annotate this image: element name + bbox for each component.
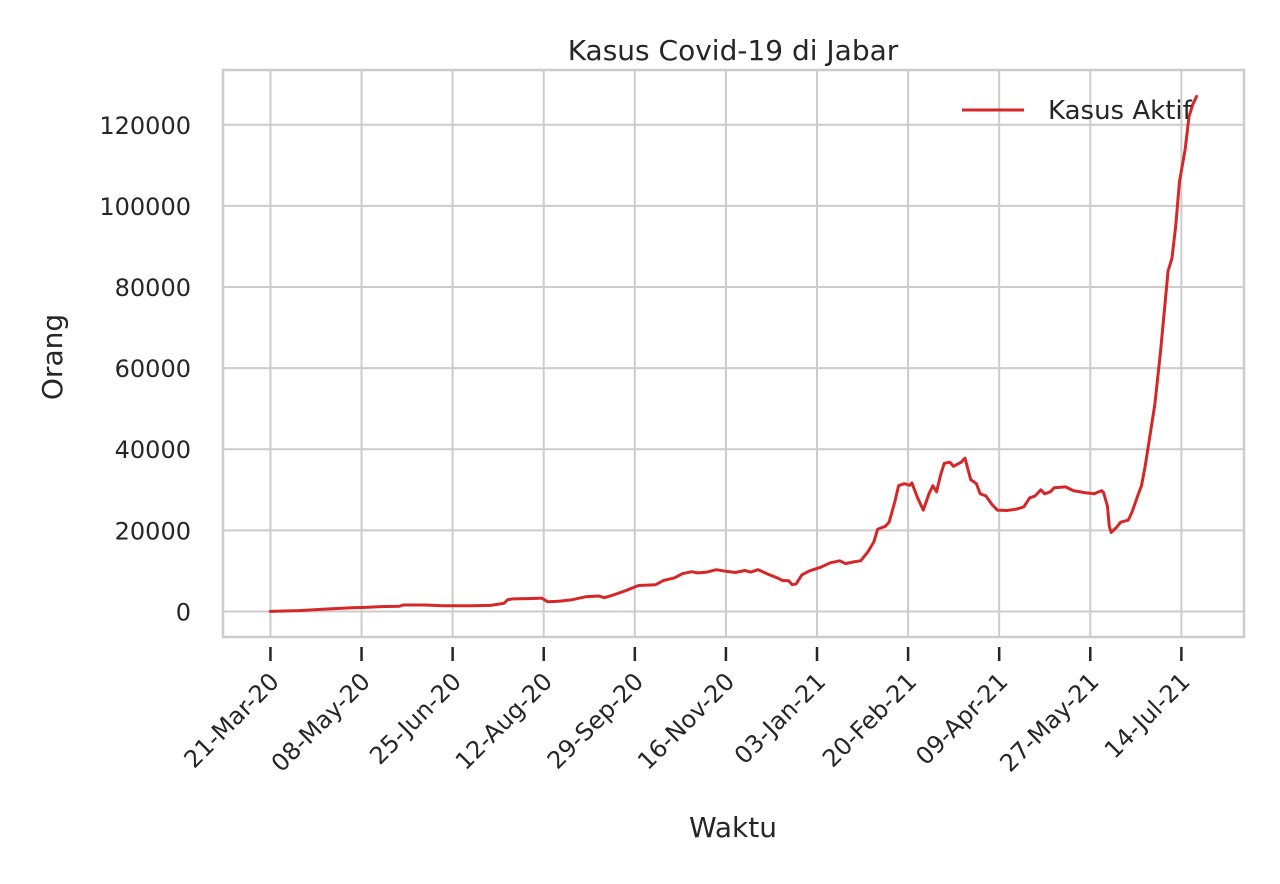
chart-title: Kasus Covid-19 di Jabar [568, 34, 899, 67]
y-axis-label: Orang [36, 314, 69, 400]
x-tick-label: 03-Jan-21 [729, 667, 831, 769]
y-tick-label: 40000 [115, 436, 191, 464]
series-line-kasus-aktif [268, 94, 1199, 613]
x-tick-label: 27-May-21 [995, 667, 1105, 777]
x-tick-label: 20-Feb-21 [817, 667, 922, 772]
y-tick-label: 60000 [115, 355, 191, 383]
axis-ticks: 21-Mar-2008-May-2025-Jun-2012-Aug-2029-S… [99, 112, 1195, 778]
legend-label-kasus-aktif: Kasus Aktif [1048, 96, 1193, 126]
legend: Kasus Aktif [962, 96, 1193, 126]
y-tick-label: 0 [176, 598, 191, 626]
x-tick-label: 08-May-20 [266, 667, 376, 777]
y-tick-label: 100000 [99, 193, 191, 221]
series-layer [268, 94, 1199, 613]
grid [223, 70, 1244, 637]
x-tick-label: 29-Sep-20 [542, 667, 649, 774]
x-tick-label: 12-Aug-20 [450, 667, 558, 775]
plot-frame [221, 68, 1246, 639]
x-tick-label: 16-Nov-20 [632, 667, 740, 775]
y-tick-label: 20000 [115, 517, 191, 545]
x-tick-label: 14-Jul-21 [1099, 667, 1196, 764]
y-tick-label: 80000 [115, 274, 191, 302]
x-axis-label: Waktu [689, 811, 777, 844]
y-tick-label: 120000 [99, 112, 191, 140]
